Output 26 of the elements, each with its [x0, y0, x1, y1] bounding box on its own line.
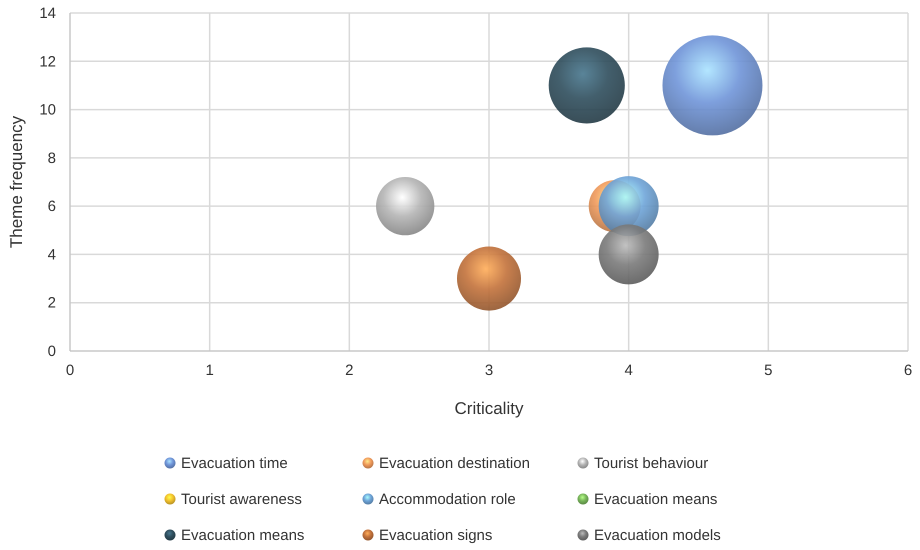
x-tick-label: 4	[624, 362, 633, 379]
x-tick-label: 6	[904, 362, 912, 379]
y-tick-label: 8	[48, 150, 56, 167]
x-tick-label: 0	[66, 362, 74, 379]
y-tick-label: 6	[48, 198, 56, 216]
legend-label: Evacuation means	[594, 491, 718, 508]
y-tick-label: 0	[48, 343, 56, 360]
y-tick-label: 10	[39, 102, 56, 119]
legend-label: Evacuation destination	[379, 455, 530, 472]
x-tick-label: 2	[345, 362, 354, 379]
x-tick-label: 1	[205, 362, 214, 379]
legend-label: Accommodation role	[379, 491, 516, 508]
y-tick-label: 4	[48, 246, 56, 264]
legend-label: Evacuation models	[594, 527, 721, 544]
legend-label: Evacuation means	[181, 527, 304, 544]
legend-label: Tourist awareness	[181, 491, 302, 508]
legend-label: Evacuation signs	[379, 527, 492, 544]
x-axis-title: Criticality	[454, 399, 524, 418]
x-tick-label: 5	[764, 362, 773, 379]
y-tick-label: 2	[48, 294, 56, 312]
x-tick-label: 3	[484, 362, 494, 379]
legend-label: Tourist behaviour	[594, 455, 708, 472]
y-tick-label: 14	[39, 5, 56, 22]
y-tick-label: 12	[39, 53, 56, 70]
legend-label: Evacuation time	[181, 455, 288, 472]
y-axis-title: Theme frequency	[7, 115, 26, 248]
